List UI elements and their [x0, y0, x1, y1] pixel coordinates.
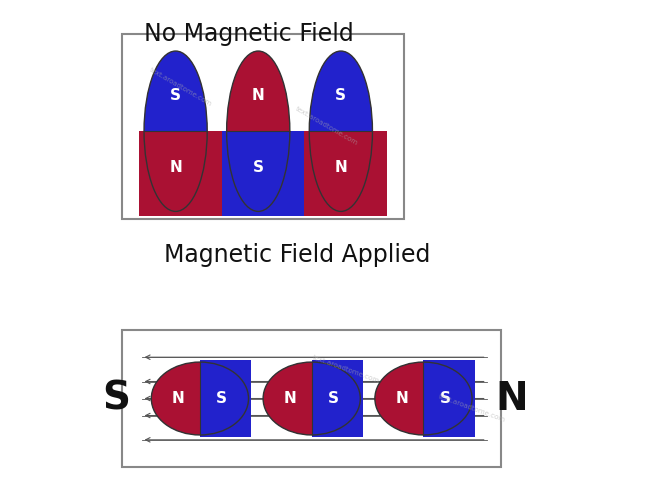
Text: text.aroadtome.com: text.aroadtome.com: [149, 67, 213, 108]
Ellipse shape: [375, 362, 472, 435]
Text: N: N: [495, 380, 528, 417]
Text: S: S: [440, 391, 451, 406]
Ellipse shape: [151, 362, 249, 435]
Ellipse shape: [263, 362, 360, 435]
FancyBboxPatch shape: [200, 360, 251, 437]
Text: S: S: [103, 380, 131, 417]
Text: S: S: [170, 87, 181, 103]
FancyBboxPatch shape: [122, 330, 501, 467]
FancyBboxPatch shape: [423, 360, 474, 437]
Ellipse shape: [144, 51, 207, 211]
Ellipse shape: [309, 51, 372, 211]
Ellipse shape: [144, 51, 207, 211]
Ellipse shape: [375, 362, 472, 435]
Text: No Magnetic Field: No Magnetic Field: [144, 22, 353, 46]
Text: S: S: [253, 160, 263, 175]
Text: text.aroadtome.com: text.aroadtome.com: [294, 106, 359, 147]
FancyBboxPatch shape: [139, 131, 222, 216]
FancyBboxPatch shape: [304, 131, 387, 216]
Text: Magnetic Field Applied: Magnetic Field Applied: [164, 243, 430, 267]
Text: S: S: [216, 391, 227, 406]
Text: N: N: [169, 160, 182, 175]
Text: text.aroadtome.com: text.aroadtome.com: [437, 393, 507, 423]
FancyBboxPatch shape: [312, 360, 363, 437]
Ellipse shape: [151, 362, 249, 435]
FancyBboxPatch shape: [222, 131, 304, 216]
Text: S: S: [335, 87, 346, 103]
Ellipse shape: [226, 51, 290, 211]
Text: N: N: [284, 391, 296, 406]
Text: N: N: [395, 391, 408, 406]
Ellipse shape: [226, 51, 290, 211]
FancyBboxPatch shape: [122, 34, 404, 219]
Text: N: N: [335, 160, 347, 175]
Ellipse shape: [309, 51, 372, 211]
Ellipse shape: [263, 362, 360, 435]
Text: text.aroadtome.com: text.aroadtome.com: [311, 354, 380, 384]
Text: N: N: [252, 87, 265, 103]
Text: N: N: [171, 391, 184, 406]
Text: S: S: [328, 391, 339, 406]
